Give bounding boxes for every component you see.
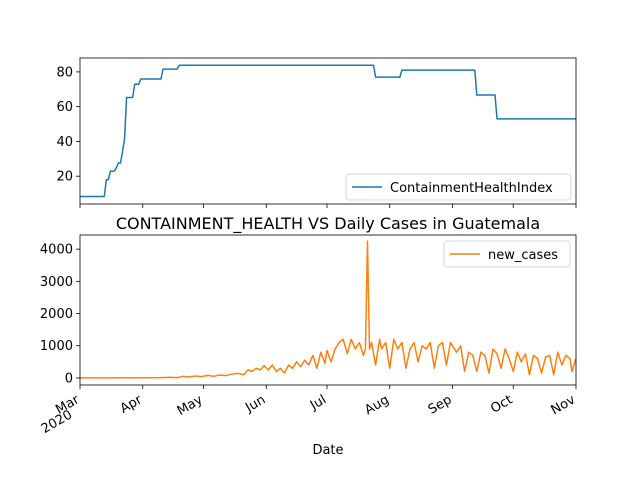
top-axes-frame <box>79 57 577 205</box>
bottom-legend-box <box>443 240 571 268</box>
y-tick-label: 2000 <box>40 307 73 322</box>
bottom-axes-frame <box>79 234 577 386</box>
bottom-plot-lines <box>79 240 577 379</box>
y-tick-label: 0 <box>65 371 73 386</box>
x-tick-label: Jul <box>307 392 329 413</box>
bottom-legend: new_cases <box>443 240 571 268</box>
y-tick-label: 4000 <box>40 243 73 258</box>
top-legend-box <box>345 173 572 201</box>
y-tick-label: 20 <box>56 170 73 185</box>
top-y-ticks: 20 40 60 80 <box>56 65 80 185</box>
y-tick-label: 40 <box>56 135 73 150</box>
series-line-ContainmentHealthIndex <box>80 64 576 198</box>
bottom-legend-label: new_cases <box>488 248 558 263</box>
bottom-y-ticks: 0 1000 2000 3000 4000 <box>40 243 80 386</box>
y-tick-label: 3000 <box>40 275 73 290</box>
y-tick-label: 80 <box>56 65 73 80</box>
series-line-new_cases <box>79 240 577 379</box>
top-legend: ContainmentHealthIndex <box>345 173 572 201</box>
top-legend-label: ContainmentHealthIndex <box>390 181 553 196</box>
chart-title: CONTAINMENT_HEALTH VS Daily Cases in Gua… <box>116 214 540 234</box>
y-tick-label: 1000 <box>40 339 73 354</box>
top-plot-lines <box>80 64 576 198</box>
top-axes: 20 40 60 80 ContainmentHealthIndex <box>56 57 577 208</box>
x-axis-label: Date <box>312 443 343 458</box>
y-tick-label: 60 <box>56 100 73 115</box>
top-x-ticks <box>79 204 577 208</box>
